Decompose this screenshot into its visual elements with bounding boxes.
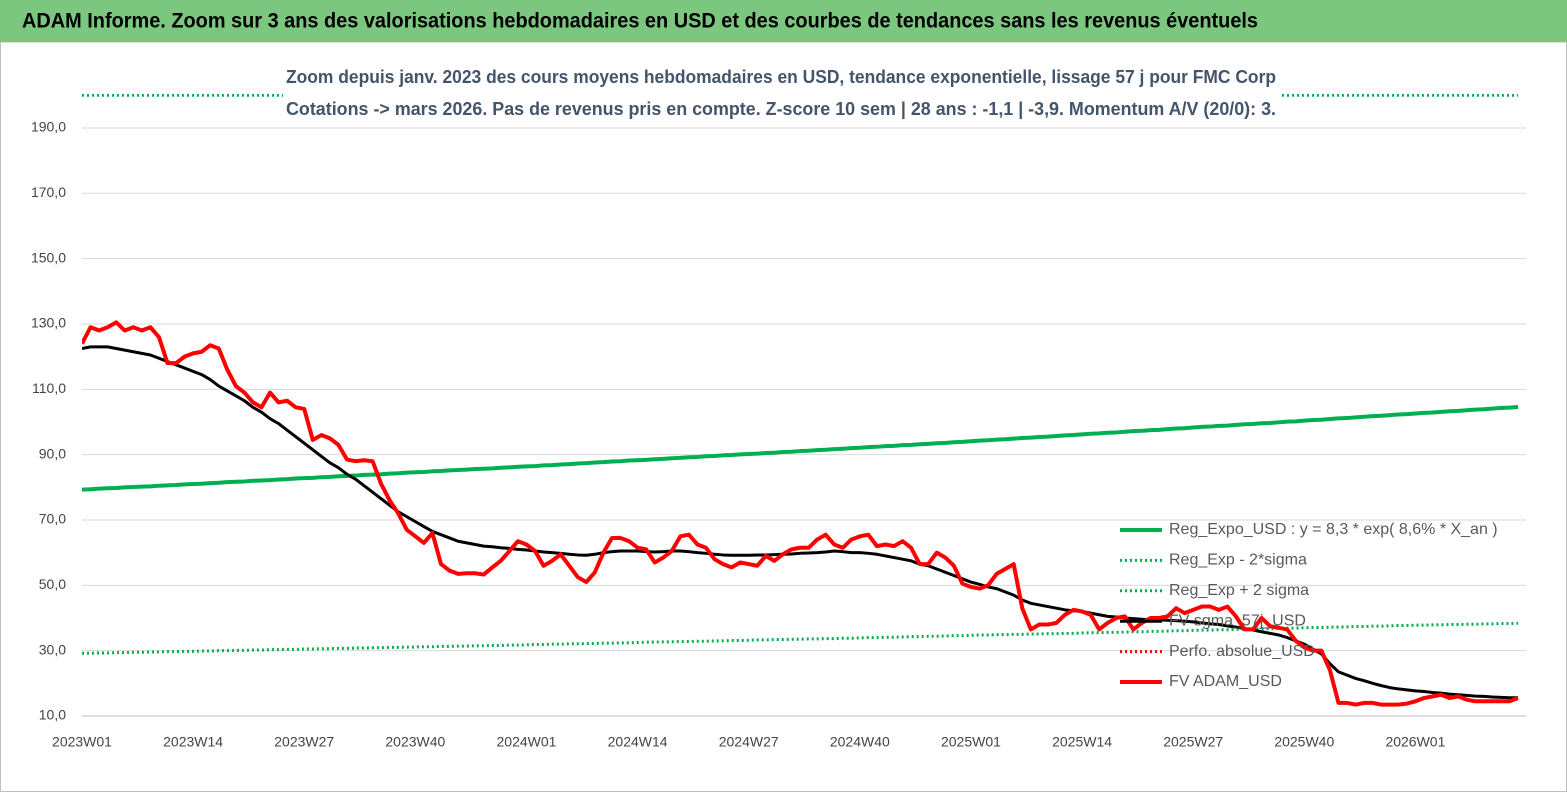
- legend-label: FV ADAM_USD: [1169, 673, 1282, 690]
- series-line: [82, 320, 1519, 707]
- y-tick-label: 70,0: [39, 511, 66, 527]
- y-tick-label: 170,0: [31, 184, 66, 200]
- subtitle: Cotations -> mars 2026. Pas de revenus p…: [286, 99, 1276, 119]
- header-bar: [0, 0, 1567, 42]
- y-tick-label: 10,0: [39, 707, 66, 723]
- series-line: [82, 345, 1518, 700]
- x-tick-label: 2023W40: [385, 734, 445, 750]
- legend-label: FV sgma_57j_USD: [1169, 612, 1306, 629]
- x-tick-label: 2026W01: [1385, 734, 1445, 750]
- y-tick-label: 110,0: [32, 380, 66, 396]
- chart-title: ADAM Informe. Zoom sur 3 ans des valoris…: [22, 10, 1258, 33]
- y-tick-label: 190,0: [31, 119, 66, 135]
- chart-frame: [0, 41, 1567, 792]
- axes: 10,0 30,0 50,0 70,0 90,0 110,0 130,0 150,0 170,0…: [31, 119, 1526, 750]
- x-tick-label: 2024W14: [608, 734, 668, 750]
- y-tick-label: 150,0: [31, 249, 66, 265]
- x-tick-label: 2023W01: [52, 734, 112, 750]
- legend-label: Reg_Exp - 2*sigma: [1169, 552, 1307, 569]
- x-tick-label: 2025W40: [1274, 734, 1334, 750]
- x-tick-label: 2024W40: [830, 734, 890, 750]
- grid: [82, 127, 1526, 717]
- y-tick-label: 50,0: [39, 576, 66, 592]
- x-tick-label: 2023W14: [163, 734, 223, 750]
- x-tick-label: 2023W27: [274, 734, 334, 750]
- x-tick-label: 2025W27: [1163, 734, 1223, 750]
- x-tick-label: 2024W01: [497, 734, 557, 750]
- x-tick-label: 2025W14: [1052, 734, 1112, 750]
- legend-label: Perfo. absolue_USD: [1169, 643, 1315, 660]
- series-line: [82, 404, 1519, 492]
- y-tick-label: 90,0: [39, 445, 66, 461]
- x-tick-label: 2024W27: [719, 734, 779, 750]
- x-tick-label: 2025W01: [941, 734, 1001, 750]
- legend-label: Reg_Exp + 2 sigma: [1169, 582, 1309, 599]
- legend-label: Reg_Expo_USD : y = 8,3 * exp( 8,6% * X_a…: [1169, 521, 1498, 538]
- legend: Reg_Expo_USD : y = 8,3 * exp( 8,6% * X_a…: [1120, 521, 1498, 690]
- y-tick-label: 30,0: [39, 641, 66, 657]
- subtitle-box: [283, 62, 1280, 126]
- y-tick-label: 130,0: [31, 315, 66, 331]
- subtitle: Zoom depuis janv. 2023 des cours moyens …: [286, 67, 1276, 87]
